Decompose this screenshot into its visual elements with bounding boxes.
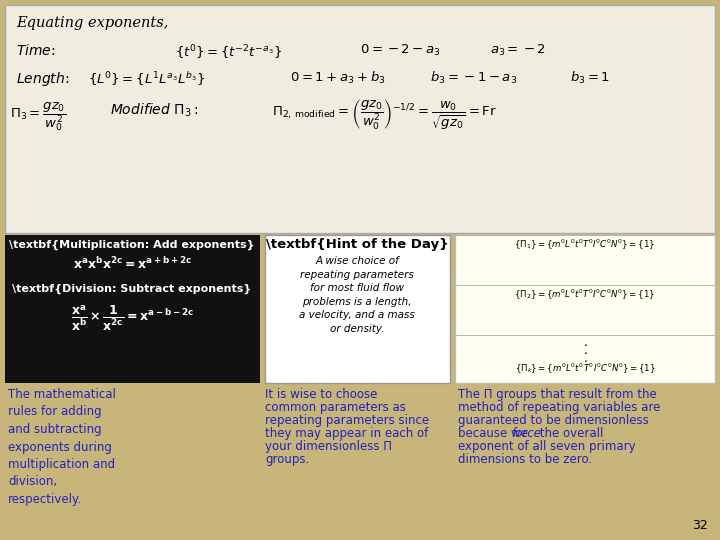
Text: $b_3 = -1 - a_3$: $b_3 = -1 - a_3$	[430, 70, 517, 86]
Text: they may appear in each of: they may appear in each of	[265, 427, 428, 440]
Text: force: force	[511, 427, 541, 440]
Text: $\{\Pi_1\} = \{m^0L^0t^0T^0I^0C^0N^0\} = \{1\}$: $\{\Pi_1\} = \{m^0L^0t^0T^0I^0C^0N^0\} =…	[514, 238, 656, 252]
Text: \textbf{Hint of the Day}: \textbf{Hint of the Day}	[266, 238, 449, 251]
Text: 32: 32	[692, 519, 708, 532]
Text: The mathematical
rules for adding
and subtracting
exponents during
multiplicatio: The mathematical rules for adding and su…	[8, 388, 116, 506]
Text: $\Pi_{2,\,\mathrm{modified}} = \left(\dfrac{gz_0}{w_0^2}\right)^{-1/2} = \dfrac{: $\Pi_{2,\,\mathrm{modified}} = \left(\df…	[272, 98, 497, 132]
Text: Equating exponents,: Equating exponents,	[16, 16, 168, 30]
Text: because we: because we	[458, 427, 531, 440]
Text: $\Pi_3 = \dfrac{gz_0}{w_0^2}$: $\Pi_3 = \dfrac{gz_0}{w_0^2}$	[10, 100, 66, 133]
Text: dimensions to be zero.: dimensions to be zero.	[458, 453, 592, 466]
Text: $a_3 = -2$: $a_3 = -2$	[490, 43, 546, 58]
Text: method of repeating variables are: method of repeating variables are	[458, 401, 660, 414]
Text: It is wise to choose: It is wise to choose	[265, 388, 377, 401]
Text: $0 = -2 - a_3$: $0 = -2 - a_3$	[360, 43, 441, 58]
Text: your dimensionless Π: your dimensionless Π	[265, 440, 392, 453]
Bar	[5, 5, 715, 233]
Text: groups.: groups.	[265, 453, 310, 466]
Text: exponent of all seven primary: exponent of all seven primary	[458, 440, 636, 453]
Text: $\cdot$: $\cdot$	[582, 354, 588, 367]
Text: $\cdot$: $\cdot$	[582, 346, 588, 359]
Text: repeating parameters since: repeating parameters since	[265, 414, 429, 427]
Text: $\mathit{Modified}\ \Pi_3\mathrm{:}$: $\mathit{Modified}\ \Pi_3\mathrm{:}$	[110, 102, 199, 119]
Text: A wise choice of
repeating parameters
for most fluid flow
problems is a length,
: A wise choice of repeating parameters fo…	[299, 256, 415, 334]
Text: $\mathbf{x^a x^b x^{2c} = x^{a+b+2c}}$: $\mathbf{x^a x^b x^{2c} = x^{a+b+2c}}$	[73, 256, 192, 272]
Text: $\mathit{Length}$:: $\mathit{Length}$:	[16, 70, 69, 88]
Text: \textbf{Multiplication: Add exponents}: \textbf{Multiplication: Add exponents}	[9, 240, 255, 250]
Text: $\mathit{Time}$:: $\mathit{Time}$:	[16, 43, 55, 58]
Text: $\cdot$: $\cdot$	[582, 338, 588, 351]
Text: $\{t^0\} = \{t^{-2}t^{-a_3}\}$: $\{t^0\} = \{t^{-2}t^{-a_3}\}$	[175, 43, 282, 62]
Text: $\mathbf{\dfrac{x^a}{x^b}\times\dfrac{1}{x^{2c}} = x^{a-b-2c}}$: $\mathbf{\dfrac{x^a}{x^b}\times\dfrac{1}…	[71, 303, 194, 333]
Bar	[455, 235, 715, 383]
Text: \textbf{Division: Subtract exponents}: \textbf{Division: Subtract exponents}	[12, 284, 252, 294]
Text: $\{L^0\} = \{L^1L^{a_3}L^{b_3}\}$: $\{L^0\} = \{L^1L^{a_3}L^{b_3}\}$	[88, 70, 205, 88]
Text: $\{\Pi_2\} = \{m^0L^0t^0T^0I^0C^0N^0\} = \{1\}$: $\{\Pi_2\} = \{m^0L^0t^0T^0I^0C^0N^0\} =…	[514, 288, 656, 302]
Text: $b_3 = 1$: $b_3 = 1$	[570, 70, 610, 86]
Text: $\{\Pi_k\} = \{m^0L^0t^0T^0I^0C^0N^0\} = \{1\}$: $\{\Pi_k\} = \{m^0L^0t^0T^0I^0C^0N^0\} =…	[515, 362, 655, 376]
Text: the overall: the overall	[536, 427, 603, 440]
Bar	[5, 235, 260, 383]
Bar	[265, 235, 450, 383]
Text: common parameters as: common parameters as	[265, 401, 406, 414]
Text: guaranteed to be dimensionless: guaranteed to be dimensionless	[458, 414, 649, 427]
Text: The Π groups that result from the: The Π groups that result from the	[458, 388, 657, 401]
Text: $0 = 1 + a_3 + b_3$: $0 = 1 + a_3 + b_3$	[290, 70, 386, 86]
